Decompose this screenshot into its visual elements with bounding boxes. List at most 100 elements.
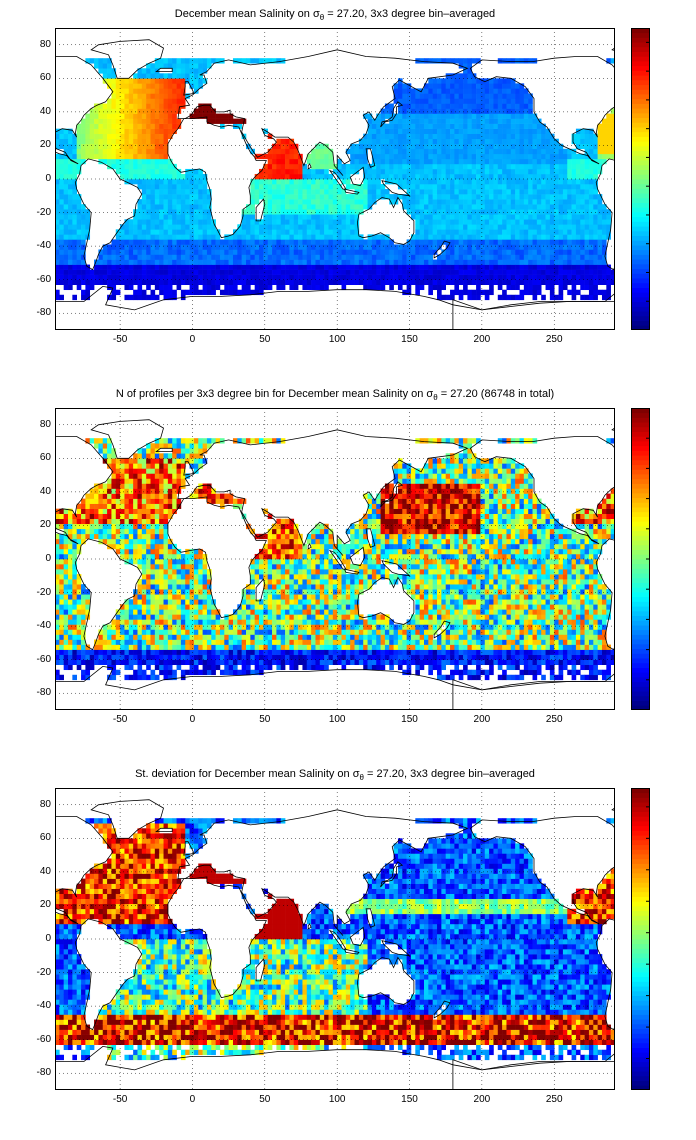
heatmap-cell — [532, 128, 538, 134]
heatmap-cell — [137, 153, 143, 160]
heatmap-cell — [280, 179, 286, 185]
heatmap-cell — [371, 163, 377, 170]
heatmap-cell — [484, 274, 490, 280]
heatmap-cell — [532, 274, 538, 280]
heatmap-cell — [146, 644, 151, 650]
heatmap-cell — [237, 118, 242, 124]
heatmap-cell — [441, 269, 446, 275]
heatmap-cell — [133, 644, 138, 650]
heatmap-cell — [497, 279, 503, 285]
heatmap-cell — [562, 209, 568, 215]
heatmap-cell — [528, 98, 533, 104]
heatmap-cell — [150, 73, 156, 79]
heatmap-cell — [133, 599, 138, 605]
heatmap-cell — [272, 269, 277, 275]
heatmap-cell — [597, 143, 603, 150]
heatmap-cell — [497, 204, 503, 210]
title-text-post: = 27.20, 3x3 degree bin–averaged — [324, 8, 496, 20]
heatmap-cell — [532, 138, 538, 145]
heatmap-cell — [601, 294, 607, 301]
heatmap-cell — [302, 189, 308, 195]
heatmap-cell — [193, 264, 199, 270]
heatmap-cell — [389, 264, 394, 270]
heatmap-cell — [76, 194, 82, 200]
heatmap-cell — [68, 163, 73, 170]
heatmap-cell — [115, 118, 121, 124]
heatmap-cell — [319, 143, 325, 150]
coastline — [343, 188, 360, 195]
heatmap-cell — [571, 284, 577, 291]
heatmap-cell — [437, 98, 442, 104]
heatmap-cell — [519, 219, 525, 225]
heatmap-cell — [280, 234, 286, 240]
heatmap-cell — [76, 574, 82, 580]
heatmap-cell — [450, 93, 455, 99]
heatmap-cell — [519, 209, 525, 215]
heatmap-cell — [146, 234, 151, 240]
heatmap-cell — [141, 649, 147, 655]
heatmap-cell — [172, 83, 177, 89]
heatmap-cell — [367, 204, 373, 210]
heatmap-cell — [76, 579, 82, 585]
heatmap-cell — [124, 548, 130, 555]
heatmap-cell — [532, 269, 538, 275]
heatmap-cell — [476, 184, 481, 190]
heatmap-cell — [228, 279, 234, 285]
heatmap-cell — [467, 294, 473, 301]
heatmap-cell — [120, 458, 125, 464]
heatmap-cell — [68, 528, 73, 535]
heatmap-cell — [515, 123, 520, 129]
heatmap-cell — [102, 264, 108, 270]
heatmap-cell — [389, 163, 394, 170]
heatmap-cell — [497, 118, 503, 124]
heatmap-cell — [315, 179, 321, 185]
heatmap-cell — [588, 209, 594, 215]
heatmap-cell — [454, 254, 460, 260]
heatmap-cell — [545, 153, 551, 160]
heatmap-cell — [159, 143, 164, 150]
heatmap-cell — [124, 674, 130, 681]
heatmap-cell — [588, 224, 594, 230]
heatmap-cell — [454, 244, 460, 250]
heatmap-cell — [285, 138, 290, 145]
heatmap-cell — [159, 284, 164, 291]
heatmap-cell — [476, 153, 481, 160]
title-subscript: θ — [319, 13, 325, 23]
heatmap-cell — [63, 649, 69, 655]
coastline — [155, 67, 173, 72]
heatmap-cell — [354, 244, 360, 250]
heatmap-cell — [480, 88, 486, 94]
heatmap-cell — [567, 163, 572, 170]
heatmap-cell — [85, 654, 91, 660]
heatmap-cell — [545, 173, 551, 180]
heatmap-cell — [172, 103, 177, 109]
heatmap-cell — [189, 209, 195, 215]
heatmap-cell — [120, 259, 125, 265]
heatmap-cell — [107, 483, 112, 489]
heatmap-cell — [423, 58, 429, 64]
heatmap-cell — [519, 88, 525, 94]
heatmap-cell — [298, 224, 303, 230]
heatmap-cell — [380, 274, 386, 280]
heatmap-cell — [115, 468, 121, 474]
heatmap-cell — [267, 269, 273, 275]
heatmap-cell — [319, 209, 325, 215]
heatmap-cell — [141, 574, 147, 580]
heatmap-cell — [458, 58, 464, 64]
heatmap-cell — [254, 173, 260, 180]
heatmap-cell — [180, 214, 186, 220]
heatmap-cell — [371, 118, 377, 124]
heatmap-cell — [280, 148, 286, 155]
heatmap-cell — [293, 244, 299, 250]
heatmap-cell — [133, 153, 138, 160]
heatmap-cell — [120, 644, 125, 650]
heatmap-cell — [406, 249, 412, 255]
heatmap-cell — [85, 594, 91, 600]
heatmap-cell — [111, 158, 117, 165]
heatmap-cell — [163, 128, 169, 134]
heatmap-cell — [185, 184, 190, 190]
heatmap-cell — [476, 229, 481, 235]
heatmap-cell — [523, 274, 529, 280]
heatmap-cell — [510, 118, 516, 124]
heatmap-cell — [137, 669, 143, 676]
